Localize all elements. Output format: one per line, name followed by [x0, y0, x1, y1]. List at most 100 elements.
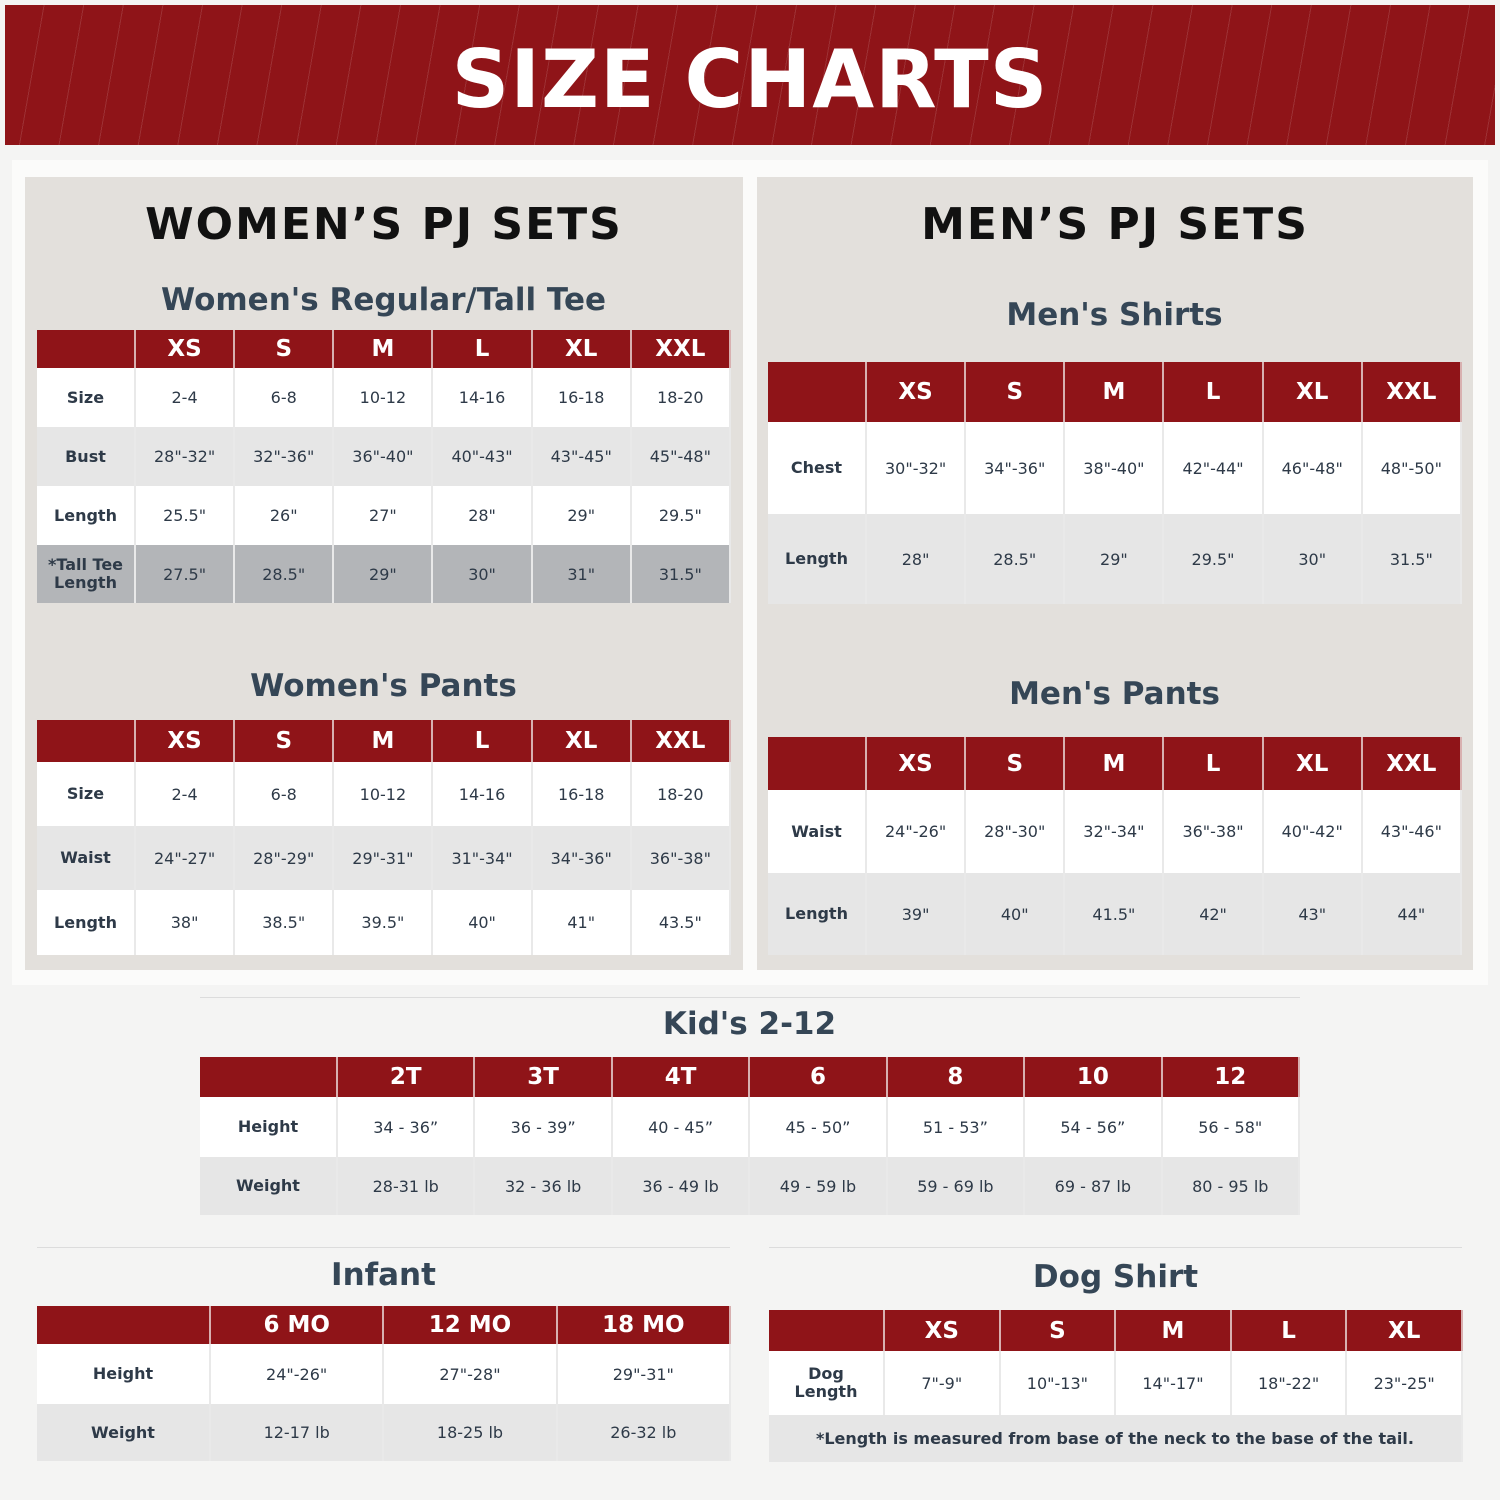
dog-title: Dog Shirt	[1032, 1259, 1199, 1295]
cell: 24"-26"	[210, 1344, 385, 1404]
cell: 34"-36"	[965, 422, 1066, 514]
cell: 28-31 lb	[337, 1157, 476, 1215]
dog-table: XS S M L XL Dog Length 7"-9" 10"-13" 14"-17" 18"-…	[769, 1310, 1463, 1462]
column-header: XL	[1262, 362, 1363, 422]
column-header: 6 MO	[210, 1306, 385, 1344]
table-row: Size 2-4 6-8 10-12 14-16 16-18 18-20	[37, 368, 731, 427]
cell: 28"-32"	[135, 427, 236, 486]
cell: 31.5"	[1361, 514, 1462, 604]
column-header: XXL	[630, 720, 731, 762]
cell: 27"	[333, 486, 434, 545]
cell: 36"-40"	[333, 427, 434, 486]
row-label: Bust	[37, 427, 136, 486]
table-row: Dog Length 7"-9" 10"-13" 14"-17" 18"-22" 23"-…	[769, 1351, 1463, 1415]
cell: 41.5"	[1064, 873, 1165, 955]
header-row: 6 MO 12 MO 18 MO	[37, 1306, 731, 1344]
cell: 32"-36"	[234, 427, 335, 486]
cell: 38"-40"	[1064, 422, 1165, 514]
table-row: Height 24"-26" 27"-28" 29"-31"	[37, 1344, 731, 1404]
cell: 28.5"	[234, 545, 335, 603]
cell: 26"	[234, 486, 335, 545]
row-label: Height	[37, 1344, 211, 1404]
cell: 54 - 56”	[1024, 1097, 1163, 1157]
corner-cell	[200, 1057, 338, 1097]
cell: 24"-27"	[135, 826, 236, 890]
row-label: Chest	[768, 422, 867, 514]
header-row: 2T 3T 4T 6 8 10 12	[200, 1057, 1300, 1097]
kids-title: Kid's 2-12	[662, 1006, 837, 1042]
column-header: 6	[749, 1057, 888, 1097]
column-header: 4T	[611, 1057, 751, 1097]
men-pants-title: Men's Pants	[1009, 676, 1220, 712]
cell: 23"-25"	[1346, 1351, 1463, 1415]
column-header: L	[1163, 362, 1264, 422]
column-header: XL	[1262, 737, 1363, 790]
table-row: Length 25.5" 26" 27" 28" 29" 29.5"	[37, 486, 731, 545]
corner-cell	[768, 362, 867, 422]
row-label: Size	[37, 762, 136, 826]
row-label: Size	[37, 368, 136, 427]
cell: 32"-34"	[1064, 790, 1165, 873]
cell: 16-18	[531, 762, 632, 826]
row-label: Height	[200, 1097, 338, 1157]
table-row: *Tall Tee Length 27.5" 28.5" 29" 30" 31" 31.5"	[37, 545, 731, 603]
women-tee-table: XS S M L XL XXL Size 2-4 6-8 10-12 14-16 16-18 18-20…	[37, 330, 731, 603]
column-header: S	[234, 720, 335, 762]
cell: 43.5"	[630, 890, 731, 955]
cell: 40"	[965, 873, 1066, 955]
cell: 28"	[866, 514, 967, 604]
column-header: M	[1115, 1310, 1232, 1351]
column-header: 12	[1161, 1057, 1300, 1097]
column-header: XXL	[1361, 362, 1462, 422]
column-header: XS	[135, 720, 236, 762]
cell: 36"-38"	[630, 826, 731, 890]
women-tee-title: Women's Regular/Tall Tee	[160, 282, 607, 318]
column-header: M	[1064, 362, 1165, 422]
divider	[200, 997, 1300, 998]
women-pants-table: XS S M L XL XXL Size 2-4 6-8 10-12 14-16 16-18 18-20…	[37, 720, 731, 955]
corner-cell	[37, 1306, 211, 1344]
cell: 40"-42"	[1262, 790, 1363, 873]
table-row: Height 34 - 36” 36 - 39” 40 - 45” 45 - 50” 51…	[200, 1097, 1300, 1157]
row-label: Length	[768, 873, 867, 955]
cell: 27"-28"	[383, 1344, 558, 1404]
men-shirts-title: Men's Shirts	[1006, 297, 1223, 333]
cell: 31"	[531, 545, 632, 603]
divider	[37, 1247, 730, 1248]
corner-cell	[769, 1310, 885, 1351]
cell: 18-20	[630, 762, 731, 826]
row-label: Waist	[768, 790, 867, 873]
cell: 46"-48"	[1262, 422, 1363, 514]
column-header: XL	[531, 720, 632, 762]
cell: 24"-26"	[866, 790, 967, 873]
cell: 29"-31"	[333, 826, 434, 890]
cell: 10-12	[333, 368, 434, 427]
column-header: M	[333, 720, 434, 762]
table-row: Weight 28-31 lb 32 - 36 lb 36 - 49 lb 49 - 5…	[200, 1157, 1300, 1215]
column-header: 10	[1024, 1057, 1163, 1097]
cell: 30"-32"	[866, 422, 967, 514]
cell: 38.5"	[234, 890, 335, 955]
cell: 43"-46"	[1361, 790, 1462, 873]
corner-cell	[37, 330, 136, 368]
column-header: 18 MO	[556, 1306, 731, 1344]
cell: 14-16	[432, 368, 533, 427]
cell: 59 - 69 lb	[886, 1157, 1026, 1215]
cell: 29.5"	[630, 486, 731, 545]
men-heading: MEN’S PJ SETS	[921, 199, 1309, 250]
cell: 25.5"	[135, 486, 236, 545]
column-header: L	[432, 720, 533, 762]
column-header: 2T	[337, 1057, 476, 1097]
cell: 41"	[531, 890, 632, 955]
divider	[769, 1247, 1462, 1248]
cell: 10-12	[333, 762, 434, 826]
cell: 29.5"	[1163, 514, 1264, 604]
cell: 38"	[135, 890, 236, 955]
column-header: XS	[866, 737, 967, 790]
column-header: XS	[884, 1310, 1001, 1351]
cell: 40"	[432, 890, 533, 955]
cell: 42"-44"	[1163, 422, 1264, 514]
table-row: Bust 28"-32" 32"-36" 36"-40" 40"-43" 43"-45" 4…	[37, 427, 731, 486]
cell: 28"-30"	[965, 790, 1066, 873]
column-header: XS	[135, 330, 236, 368]
